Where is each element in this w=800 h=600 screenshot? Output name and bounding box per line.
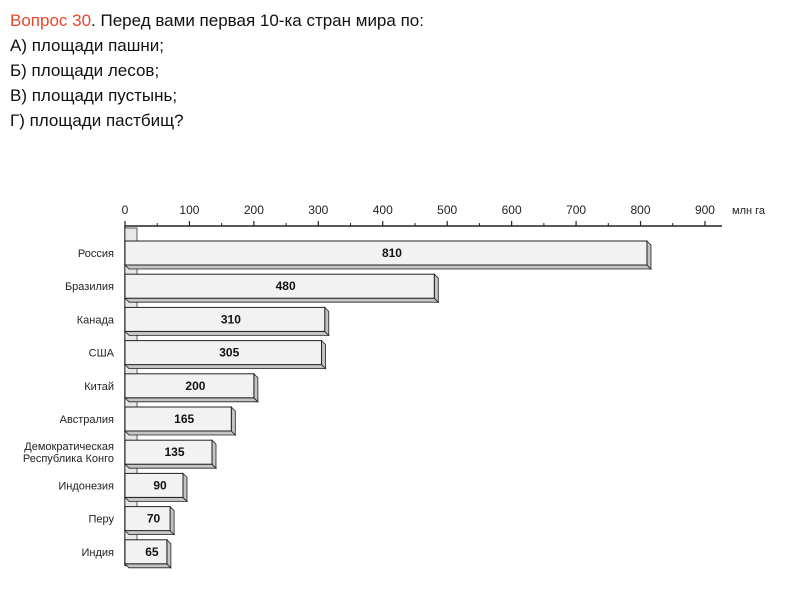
bar-value-label: 310 — [221, 312, 241, 326]
category-label: Бразилия — [65, 281, 114, 293]
category-label: Канада — [77, 314, 115, 326]
x-tick-label: 500 — [437, 203, 457, 217]
bar-value-label: 65 — [145, 545, 159, 559]
category-label-line: Австралия — [60, 414, 114, 426]
answer-option-b: Б) площади лесов; — [10, 61, 160, 80]
answer-option-a: А) площади пашни; — [10, 36, 164, 55]
answer-option-c: В) площади пустынь; — [10, 86, 178, 105]
bar-bottom-face — [124, 297, 440, 303]
bar-bottom-face — [124, 563, 172, 569]
category-label-line: США — [89, 348, 115, 360]
bar-value-label: 165 — [174, 412, 194, 426]
category-label: Россия — [78, 248, 114, 260]
bar-side-face — [230, 406, 236, 436]
bar-side-face — [433, 273, 439, 304]
category-label-line: Бразилия — [65, 281, 114, 293]
bar-bottom-face — [124, 530, 176, 535]
question-title: Вопрос 30. Перед вами первая 10-ка стран… — [10, 8, 790, 33]
x-unit-label: млн га — [732, 205, 766, 217]
bar-value-label: 135 — [164, 445, 184, 459]
bar — [124, 506, 171, 532]
bar-bottom-face — [124, 463, 217, 469]
bar — [124, 306, 326, 332]
x-tick-label: 0 — [122, 203, 129, 217]
category-label: США — [89, 348, 115, 360]
category-label: Демократическая Республика Конго — [23, 441, 114, 465]
bar-bottom-face — [124, 496, 188, 502]
bar-value-label: 305 — [219, 346, 239, 360]
category-label: Китай — [84, 381, 114, 393]
category-label-line: Россия — [78, 248, 114, 260]
category-label: Австралия — [60, 414, 114, 426]
bar — [124, 539, 168, 565]
bar-side-face — [646, 240, 652, 270]
bar — [124, 273, 435, 299]
bar-value-label: 70 — [147, 512, 161, 526]
x-tick-label: 700 — [566, 203, 586, 217]
x-tick-label: 300 — [308, 203, 328, 217]
category-label: Перу — [88, 514, 114, 526]
bar — [124, 472, 184, 498]
bar-bottom-face — [124, 430, 237, 436]
bar-value-label: 810 — [382, 246, 402, 260]
bar-value-label: 90 — [153, 478, 167, 492]
bar-side-face — [166, 538, 172, 569]
question-block: Вопрос 30. Перед вами первая 10-ка стран… — [10, 8, 790, 133]
category-label-line: Китай — [84, 381, 114, 393]
x-tick-label: 100 — [179, 203, 199, 217]
x-tick-label: 600 — [502, 203, 522, 217]
bar-side-face — [169, 505, 175, 536]
bar — [124, 373, 255, 399]
bar-side-face — [253, 372, 259, 403]
question-text: . Перед вами первая 10-ка стран мира по: — [91, 11, 424, 30]
category-label-line: Республика Конго — [23, 453, 114, 465]
category-label-line: Индонезия — [58, 480, 114, 492]
category-label-line: Перу — [88, 514, 114, 526]
bar — [124, 340, 323, 366]
bar-bottom-face — [124, 264, 652, 270]
x-tick-label: 900 — [695, 203, 715, 217]
bar-side-face — [211, 439, 217, 470]
bar — [124, 240, 648, 266]
x-tick-label: 400 — [373, 203, 393, 217]
category-label: Индонезия — [58, 480, 114, 492]
x-tick-label: 200 — [244, 203, 264, 217]
bar-side-face — [324, 306, 330, 337]
bar-bottom-face — [124, 397, 259, 403]
category-label-line: Индия — [81, 547, 114, 559]
bar-bottom-face — [124, 330, 330, 336]
bar — [124, 439, 213, 465]
bar-value-label: 200 — [185, 379, 205, 393]
category-label: Индия — [81, 547, 114, 559]
bar — [124, 406, 232, 432]
question-number: Вопрос 30 — [10, 11, 92, 30]
answer-option-d: Г) площади пастбищ? — [10, 111, 184, 130]
bar-value-label: 480 — [276, 279, 296, 293]
bar-side-face — [182, 472, 188, 503]
category-label-line: Канада — [77, 314, 115, 326]
category-label-line: Демократическая — [24, 441, 114, 453]
bar-side-face — [321, 339, 326, 370]
bar-bottom-face — [124, 364, 327, 370]
x-tick-label: 800 — [631, 203, 651, 217]
